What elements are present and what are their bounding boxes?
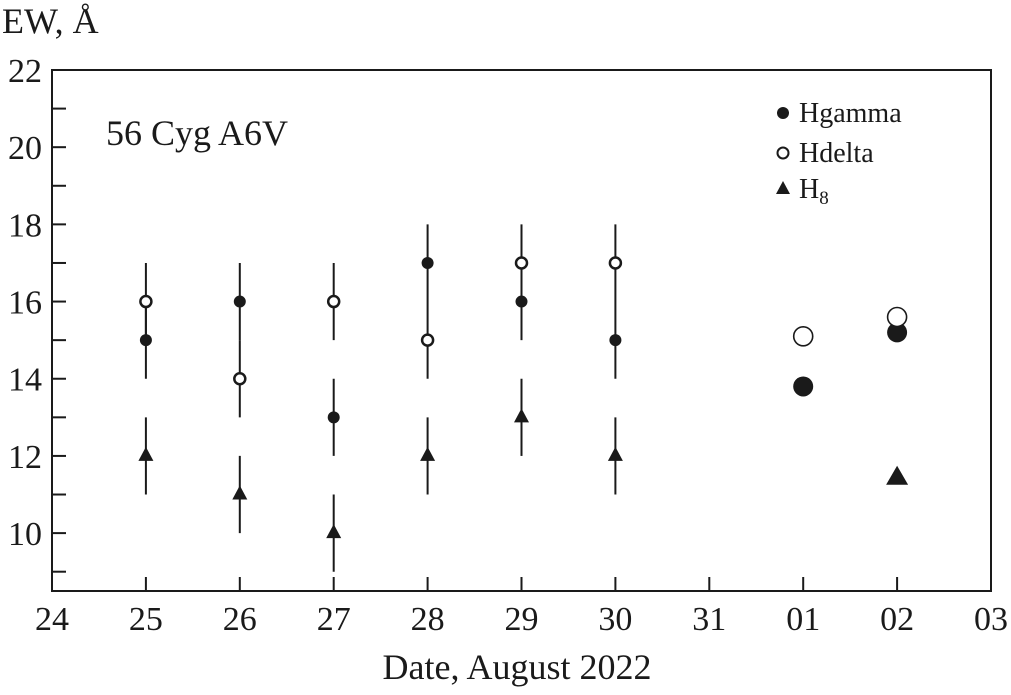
legend-label-hdelta: Hdelta — [799, 138, 874, 169]
h8-point-2 — [326, 524, 342, 539]
axis-ticks — [51, 69, 992, 591]
legend-marker-hgamma — [777, 107, 789, 119]
y-tick-label-12: 12 — [8, 439, 42, 476]
legend-label-h8-subscript: 8 — [819, 188, 829, 209]
hdelta-point-6 — [792, 325, 814, 347]
hdelta-point-5 — [608, 256, 623, 270]
hgamma-point-0 — [139, 334, 152, 347]
y-tick-label-18: 18 — [8, 207, 42, 244]
y-axis-title: EW, Å — [2, 1, 99, 41]
data-points — [138, 256, 909, 539]
x-tick-label-7: 31 — [692, 601, 726, 638]
h8-point-3 — [420, 446, 436, 461]
x-tick-label-8: 01 — [786, 601, 820, 638]
hdelta-point-7 — [886, 306, 908, 328]
x-tick-label-4: 28 — [411, 601, 445, 638]
hgamma-point-6 — [793, 376, 814, 397]
x-tick-label-0: 24 — [35, 601, 69, 638]
hdelta-point-0 — [139, 294, 153, 309]
x-tick-label-10: 03 — [974, 601, 1008, 638]
x-tick-label-2: 26 — [223, 601, 257, 638]
legend-marker-hdelta — [776, 146, 790, 160]
hdelta-point-1 — [233, 371, 247, 386]
x-tick-label-3: 27 — [317, 601, 351, 638]
x-tick-label-6: 30 — [598, 601, 632, 638]
h8-point-6 — [886, 465, 909, 485]
hgamma-point-1 — [233, 295, 246, 308]
tick-labels: 24 25 26 27 28 29 30 31 01 02 03 10 12 14 16 18 20 22 — [8, 53, 1008, 638]
hgamma-point-3 — [421, 256, 434, 269]
legend-marker-h8 — [776, 181, 790, 194]
hdelta-point-2 — [326, 294, 341, 309]
hgamma-point-5 — [609, 334, 622, 347]
x-tick-label-5: 29 — [505, 601, 539, 638]
y-tick-label-16: 16 — [8, 285, 42, 322]
hdelta-point-3 — [420, 333, 435, 347]
h8-point-4 — [514, 408, 529, 423]
legend-label-hgamma: Hgamma — [799, 98, 902, 129]
error-bars — [144, 224, 617, 572]
y-tick-label-10: 10 — [8, 516, 42, 553]
y-tick-label-14: 14 — [8, 362, 42, 399]
hgamma-point-4 — [515, 295, 528, 308]
h8-point-0 — [138, 446, 154, 461]
x-tick-label-1: 25 — [129, 601, 163, 638]
chart-title: 56 Cyg A6V — [106, 113, 288, 153]
y-tick-label-22: 22 — [8, 53, 42, 90]
h8-point-5 — [607, 446, 623, 461]
x-axis-title: Date, August 2022 — [383, 647, 652, 687]
hgamma-point-2 — [327, 411, 340, 424]
x-tick-label-9: 02 — [880, 601, 914, 638]
h8-point-1 — [232, 485, 248, 500]
y-tick-label-20: 20 — [8, 130, 42, 167]
hdelta-point-4 — [514, 256, 529, 270]
legend-label-h8: H8 — [799, 174, 829, 209]
legend: Hgamma Hdelta H8 — [776, 98, 902, 209]
hgamma-point-7 — [887, 322, 908, 343]
